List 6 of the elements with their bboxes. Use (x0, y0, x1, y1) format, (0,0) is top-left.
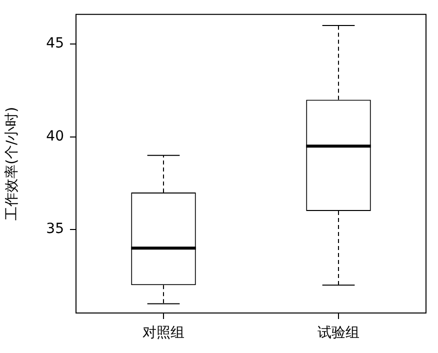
y-tick-label: 40 (46, 128, 64, 144)
y-axis-title: 工作效率(个/小时) (4, 106, 20, 221)
x-tick-label: 对照组 (142, 325, 184, 342)
y-tick-label: 45 (46, 36, 64, 52)
x-tick-label: 试验组 (318, 325, 360, 342)
y-tick-label: 35 (46, 221, 64, 238)
